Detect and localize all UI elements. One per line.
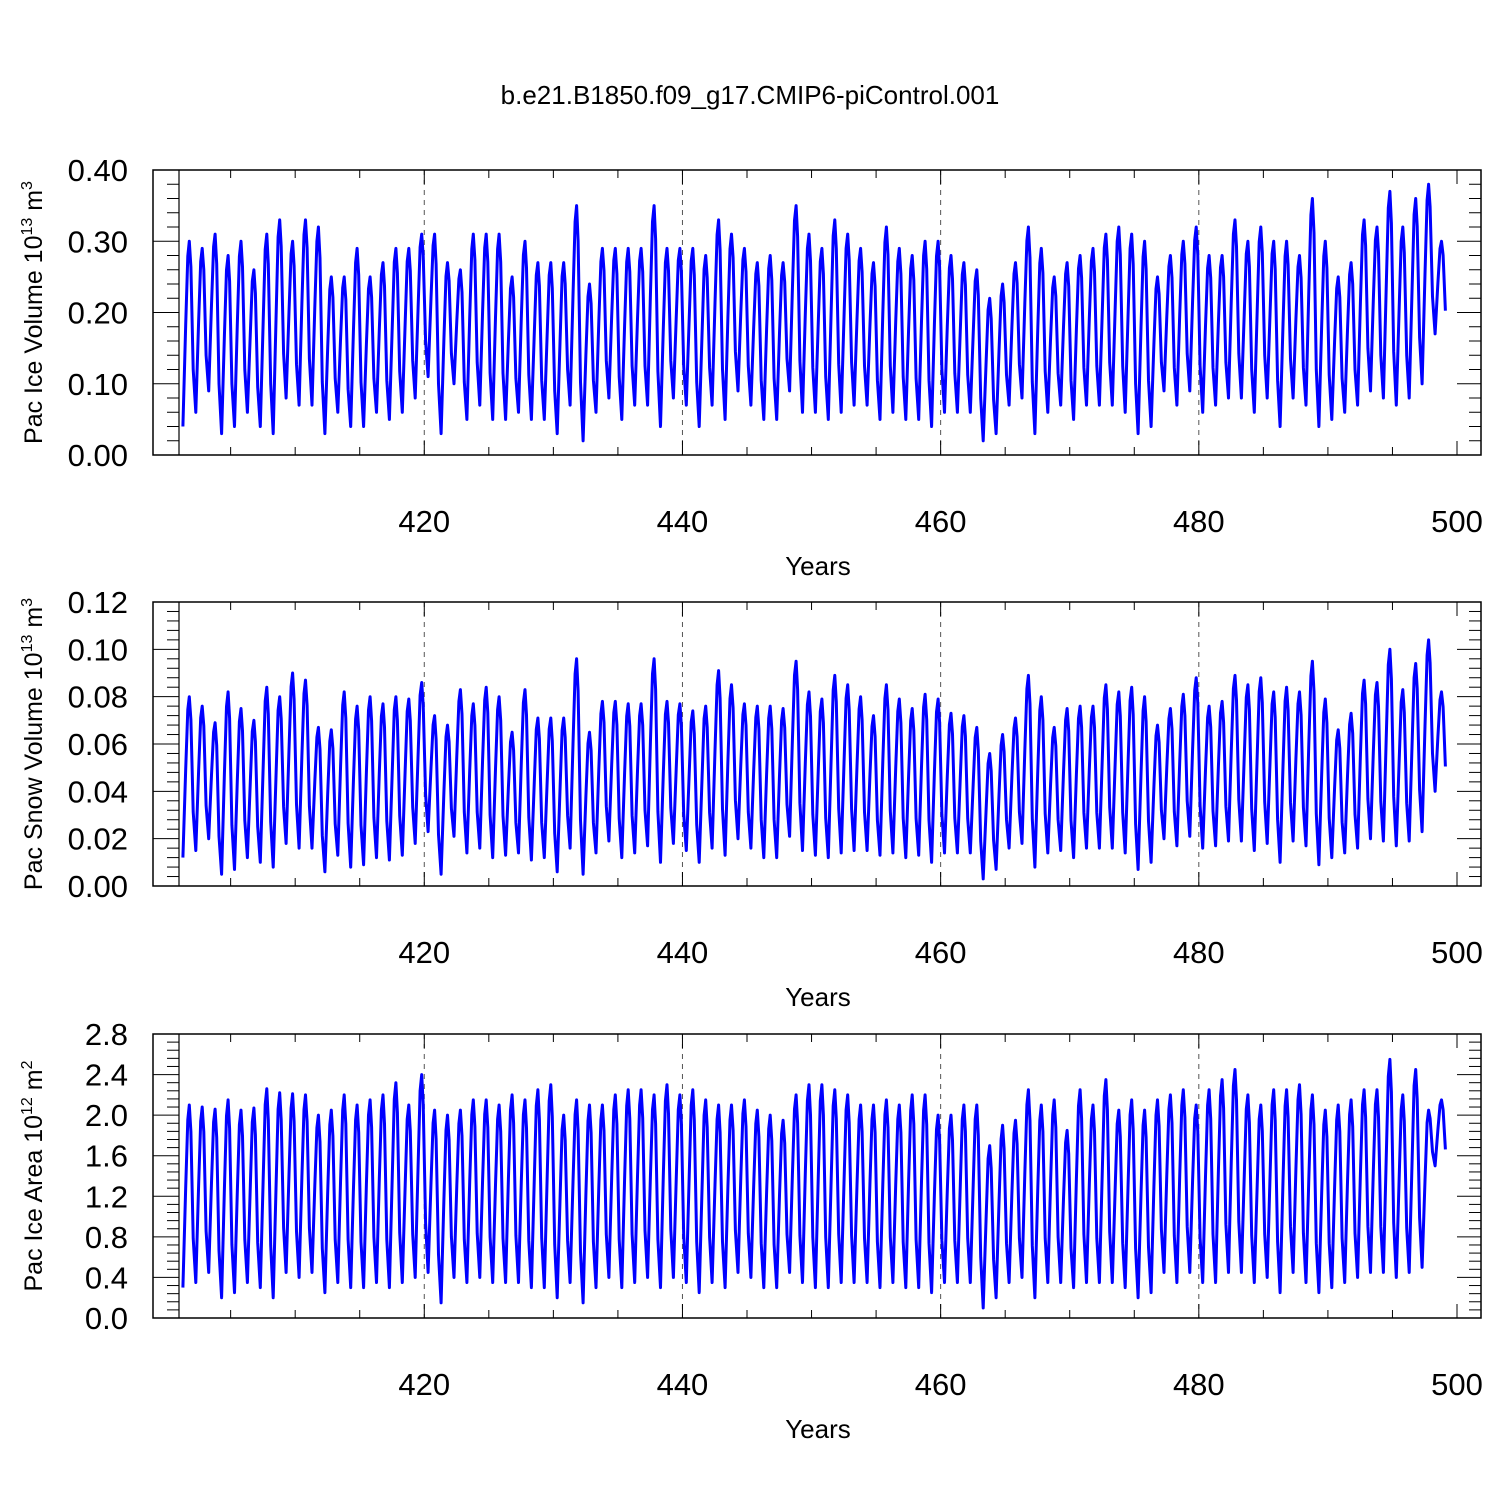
y-tick-label: 2.8: [85, 1017, 128, 1052]
y-tick-label: 0.30: [68, 224, 128, 259]
y-tick-label: 0.00: [68, 438, 128, 473]
x-tick-label: 500: [1431, 1367, 1483, 1402]
x-tick-label: 440: [657, 935, 709, 970]
x-tick-label: 460: [915, 1367, 967, 1402]
x-tick-label: 480: [1173, 935, 1225, 970]
series-line-pac-snow-volume: [181, 638, 1447, 881]
x-tick-label: 420: [398, 504, 450, 539]
y-tick-label: 0.00: [68, 869, 128, 904]
x-axis-label: Years: [785, 551, 851, 581]
y-tick-label: 1.2: [85, 1179, 128, 1214]
y-axis-label: Pac Snow Volume 1013 m3: [19, 598, 48, 890]
y-tick-label: 0.08: [68, 680, 128, 715]
x-tick-label: 480: [1173, 504, 1225, 539]
x-tick-label: 500: [1431, 935, 1483, 970]
figure-title: b.e21.B1850.f09_g17.CMIP6-piControl.001: [500, 80, 1000, 110]
chart-panel-1: 0.00 0.10 0.20 0.30 0.40 420 440 460 480 500 Years…: [19, 153, 1483, 581]
x-axis-label: Years: [785, 982, 851, 1012]
y-tick-label: 0.12: [68, 585, 128, 620]
y-tick-label: 0.8: [85, 1220, 128, 1255]
x-tick-label: 460: [915, 935, 967, 970]
y-tick-label: 0.06: [68, 727, 128, 762]
series-line-pac-ice-volume: [181, 182, 1447, 443]
series-line-pac-ice-area: [181, 1057, 1447, 1310]
chart-panel-2: 0.00 0.02 0.04 0.06 0.08 0.10 0.12 420 440 460 480…: [19, 585, 1483, 1012]
plot-frame: [152, 1033, 1482, 1319]
chart-panel-3: 0.0 0.4 0.8 1.2 1.6 2.0 2.4 2.8 420 440 460 480 500 Y…: [19, 1017, 1483, 1444]
y-tick-label: 0.02: [68, 822, 128, 857]
y-tick-label: 0.40: [68, 153, 128, 188]
y-tick-label: 1.6: [85, 1139, 128, 1174]
y-tick-label: 0.10: [68, 632, 128, 667]
y-axis-label: Pac Ice Volume 1013 m3: [19, 181, 48, 444]
x-tick-label: 440: [657, 504, 709, 539]
x-tick-label: 480: [1173, 1367, 1225, 1402]
x-tick-label: 420: [398, 1367, 450, 1402]
x-tick-label: 460: [915, 504, 967, 539]
x-tick-label: 500: [1431, 504, 1483, 539]
x-tick-label: 420: [398, 935, 450, 970]
y-tick-label: 0.0: [85, 1301, 128, 1336]
y-tick-label: 0.4: [85, 1260, 128, 1295]
y-tick-label: 0.20: [68, 296, 128, 331]
y-tick-label: 0.10: [68, 367, 128, 402]
x-axis-label: Years: [785, 1414, 851, 1444]
y-axis-label: Pac Ice Area 1012 m2: [19, 1060, 48, 1291]
x-tick-label: 440: [657, 1367, 709, 1402]
y-tick-label: 0.04: [68, 774, 128, 809]
y-tick-label: 2.4: [85, 1058, 128, 1093]
y-tick-label: 2.0: [85, 1098, 128, 1133]
